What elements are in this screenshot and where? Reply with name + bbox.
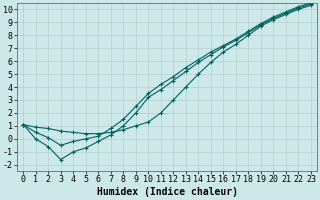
- X-axis label: Humidex (Indice chaleur): Humidex (Indice chaleur): [97, 187, 237, 197]
